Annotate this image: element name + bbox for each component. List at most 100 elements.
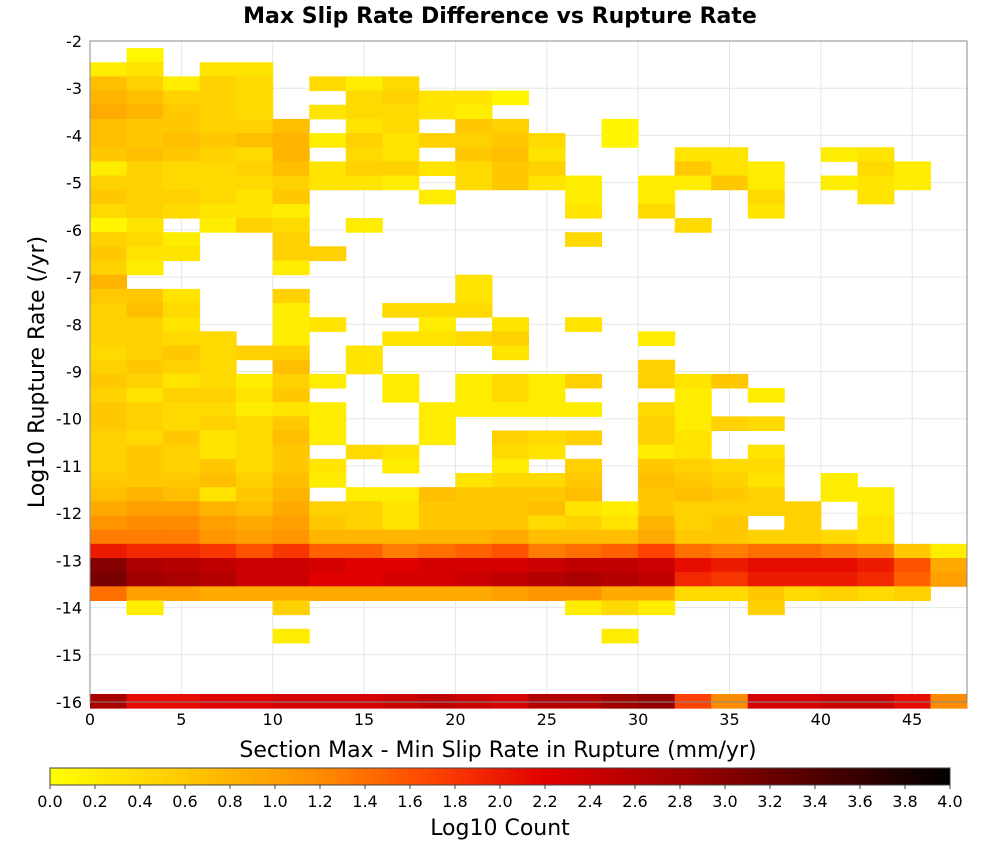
heatmap-cell (491, 458, 529, 474)
heatmap-cell (711, 543, 749, 559)
heatmap-cell (674, 557, 712, 573)
heatmap-cell (199, 416, 237, 432)
heatmap-cell (236, 62, 274, 77)
heatmap-cell (272, 515, 310, 531)
heatmap-cell (90, 161, 128, 177)
heatmap-cell (565, 189, 603, 205)
heatmap-cell (272, 133, 310, 148)
heatmap-cell (90, 203, 128, 219)
heatmap-cell (747, 501, 785, 517)
heatmap-cell (199, 189, 237, 205)
heatmap-cell (711, 586, 749, 601)
heatmap-cell (820, 572, 858, 587)
heatmap-cell (199, 515, 237, 531)
heatmap-cell (90, 402, 128, 417)
heatmap-cell (820, 543, 858, 559)
heatmap-cell (528, 147, 566, 162)
heatmap-cell (674, 586, 712, 601)
heatmap-cell (272, 543, 310, 559)
heatmap-cell (126, 557, 164, 573)
heatmap-cell (126, 232, 164, 247)
heatmap-cell (418, 557, 456, 573)
heatmap-cell (90, 232, 128, 247)
heatmap-cell (126, 473, 164, 488)
heatmap-cell (491, 515, 529, 531)
heatmap-cell (601, 529, 639, 545)
heatmap-cell (236, 416, 274, 432)
heatmap-cell (382, 557, 420, 573)
heatmap-cell (711, 693, 749, 709)
heatmap-cell (893, 175, 931, 191)
heatmap-cell (565, 473, 603, 488)
heatmap-cell (820, 693, 858, 709)
heatmap-cell (491, 444, 529, 460)
heatmap-cell (90, 246, 128, 262)
colorbar-tick-label: 2.2 (532, 792, 557, 811)
heatmap-cell (90, 529, 128, 545)
heatmap-cell (491, 373, 529, 389)
heatmap-cell (126, 288, 164, 304)
colorbar-label: Log10 Count (430, 816, 570, 841)
x-tick-label: 20 (445, 710, 465, 729)
heatmap-cell (309, 416, 347, 432)
heatmap-cell (674, 515, 712, 531)
heatmap-cell (674, 487, 712, 502)
heatmap-cell (90, 416, 128, 432)
heatmap-cell (491, 345, 529, 361)
heatmap-cell (565, 693, 603, 709)
heatmap-cell (491, 473, 529, 488)
heatmap-cell (199, 557, 237, 573)
heatmap-cell (199, 359, 237, 375)
heatmap-cell (674, 430, 712, 446)
heatmap-cell (565, 501, 603, 517)
heatmap-cell (601, 543, 639, 559)
heatmap-cell (601, 501, 639, 517)
heatmap-cell (90, 515, 128, 531)
heatmap-cell (455, 487, 493, 502)
heatmap-cell (382, 693, 420, 709)
heatmap-cell (638, 175, 676, 191)
heatmap-cell (345, 515, 383, 531)
heatmap-cell (638, 458, 676, 474)
heatmap-cell (236, 345, 274, 361)
heatmap-cell (90, 430, 128, 446)
heatmap-cell (90, 317, 128, 332)
heatmap-cell (309, 133, 347, 148)
heatmap-cell (857, 693, 895, 709)
heatmap-cell (528, 487, 566, 502)
colorbar-tick-label: 3.0 (712, 792, 737, 811)
heatmap-cell (163, 487, 201, 502)
heatmap-cell (893, 161, 931, 177)
heatmap-cell (638, 543, 676, 559)
x-tick-label: 0 (85, 710, 95, 729)
heatmap-cell (893, 557, 931, 573)
heatmap-cell (345, 133, 383, 148)
heatmap-cell (272, 586, 310, 601)
y-tick-label: -10 (56, 410, 82, 429)
heatmap-cell (747, 444, 785, 460)
heatmap-cell (90, 444, 128, 460)
heatmap-cell (272, 303, 310, 318)
heatmap-cell (163, 345, 201, 361)
heatmap-cell (345, 543, 383, 559)
heatmap-cell (382, 175, 420, 191)
heatmap-cell (711, 572, 749, 587)
heatmap-cell (455, 90, 493, 106)
heatmap-cell (857, 147, 895, 162)
heatmap-cell (272, 572, 310, 587)
x-tick-label: 15 (354, 710, 374, 729)
heatmap-cell (638, 430, 676, 446)
heatmap-cell (90, 345, 128, 361)
heatmap-cell (236, 203, 274, 219)
x-tick-label: 45 (902, 710, 922, 729)
heatmap-cell (382, 487, 420, 502)
heatmap-cell (747, 487, 785, 502)
heatmap-cell (418, 572, 456, 587)
heatmap-cell (930, 557, 968, 573)
heatmap-cell (163, 458, 201, 474)
heatmap-cell (455, 515, 493, 531)
heatmap-cell (90, 572, 128, 587)
heatmap-cell (565, 402, 603, 417)
heatmap-cell (163, 203, 201, 219)
heatmap-cell (455, 331, 493, 347)
